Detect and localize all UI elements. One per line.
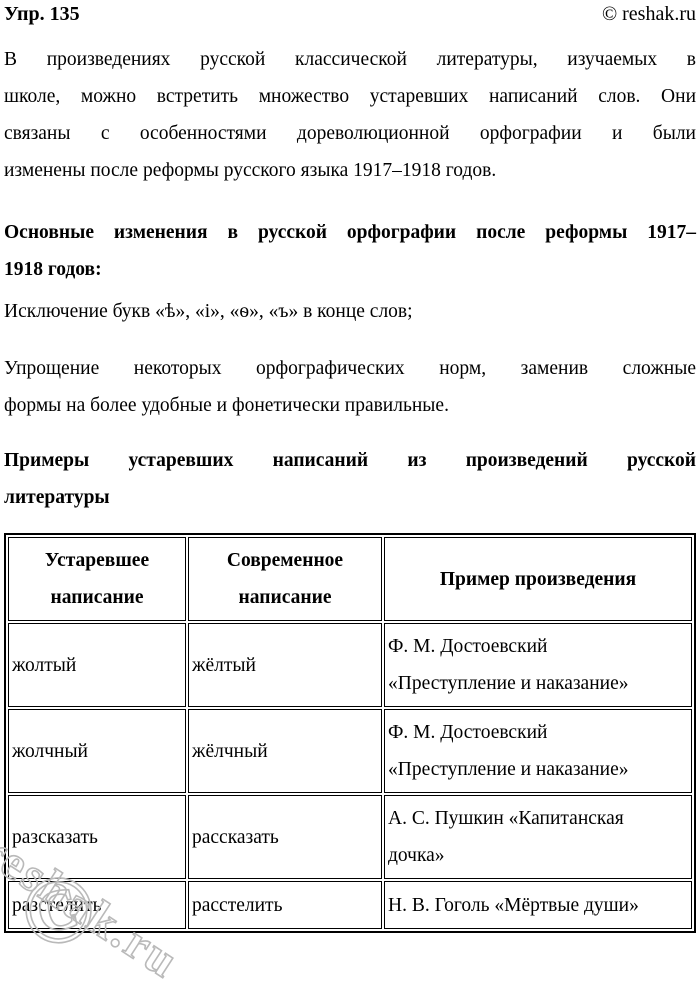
cell-old-spelling: разстелить [8,881,186,929]
text-line: Исключение букв «ѣ», «і», «ѳ», «ъ» в кон… [4,301,413,322]
text-line: 1918 годов: [4,259,102,280]
simplification-item: Упрощение некоторых орфографических норм… [4,350,696,424]
header-cell-work-example: Пример произведения [384,537,692,621]
table-row: жолчный жёлчный Ф. М. Достоевский «Прест… [8,709,692,793]
header-line: Устаревшее [44,550,150,571]
header-cell-modern-spelling: Современное написание [188,537,382,621]
cell-work-example: Ф. М. Достоевский «Преступление и наказа… [384,709,692,793]
cell-work-example: Н. В. Гоголь «Мёртвые души» [384,881,692,929]
table-row: жолтый жёлтый Ф. М. Достоевский «Преступ… [8,623,692,707]
work-example-line: Ф. М. Достоевский [388,636,548,657]
work-example-line: «Преступление и наказание» [388,673,629,694]
text-line: Примеры устаревших написаний из произвед… [4,450,696,471]
table-row: разстелить расстелить Н. В. Гоголь «Мёрт… [8,881,692,929]
table-row: разсказать рассказать А. С. Пушкин «Капи… [8,795,692,879]
cell-modern-spelling: жёлтый [188,623,382,707]
cell-old-spelling: жолтый [8,623,186,707]
intro-paragraph: В произведениях русской классической лит… [4,41,696,189]
text-line: школе, можно встретить множество устарев… [4,86,696,107]
cell-old-spelling: жолчный [8,709,186,793]
examples-heading: Примеры устаревших написаний из произвед… [4,442,696,516]
text-line: изменены после реформы русского языка 19… [4,160,497,181]
work-example-line: Н. В. Гоголь «Мёртвые души» [388,894,639,916]
copyright-notice: © reshak.ru [601,3,696,25]
text-line: Упрощение некоторых орфографических норм… [4,358,696,379]
letters-exclusion-item: Исключение букв «ѣ», «і», «ѳ», «ъ» в кон… [4,293,696,330]
reform-heading: Основные изменения в русской орфографии … [4,214,696,288]
work-example-line: А. С. Пушкин «Капитанская [388,808,624,829]
header-line: написание [50,587,144,608]
cell-work-example: А. С. Пушкин «Капитанская дочка» [384,795,692,879]
exercise-number: Упр. 135 [4,3,80,25]
work-example-line: «Преступление и наказание» [388,759,629,780]
text-line: В произведениях русской классической лит… [4,49,696,70]
table-header-row: Устаревшее написание Современное написан… [8,537,692,621]
header-cell-old-spelling: Устаревшее написание [8,537,186,621]
examples-table: Устаревшее написание Современное написан… [4,533,696,933]
cell-modern-spelling: расстелить [188,881,382,929]
cell-modern-spelling: жёлчный [188,709,382,793]
text-line: формы на более удобные и фонетически пра… [4,395,449,416]
cell-work-example: Ф. М. Достоевский «Преступление и наказа… [384,623,692,707]
text-line: связаны с особенностями дореволюционной … [4,123,696,144]
work-example-line: дочка» [388,845,445,866]
cell-old-spelling: разсказать [8,795,186,879]
header-line: Современное [226,550,344,571]
header-line: Пример произведения [439,568,637,590]
page-header: Упр. 135 © reshak.ru [4,3,696,25]
header-line: написание [238,587,332,608]
text-line: Основные изменения в русской орфографии … [4,222,696,243]
cell-modern-spelling: рассказать [188,795,382,879]
work-example-line: Ф. М. Достоевский [388,722,548,743]
text-line: литературы [4,487,110,508]
